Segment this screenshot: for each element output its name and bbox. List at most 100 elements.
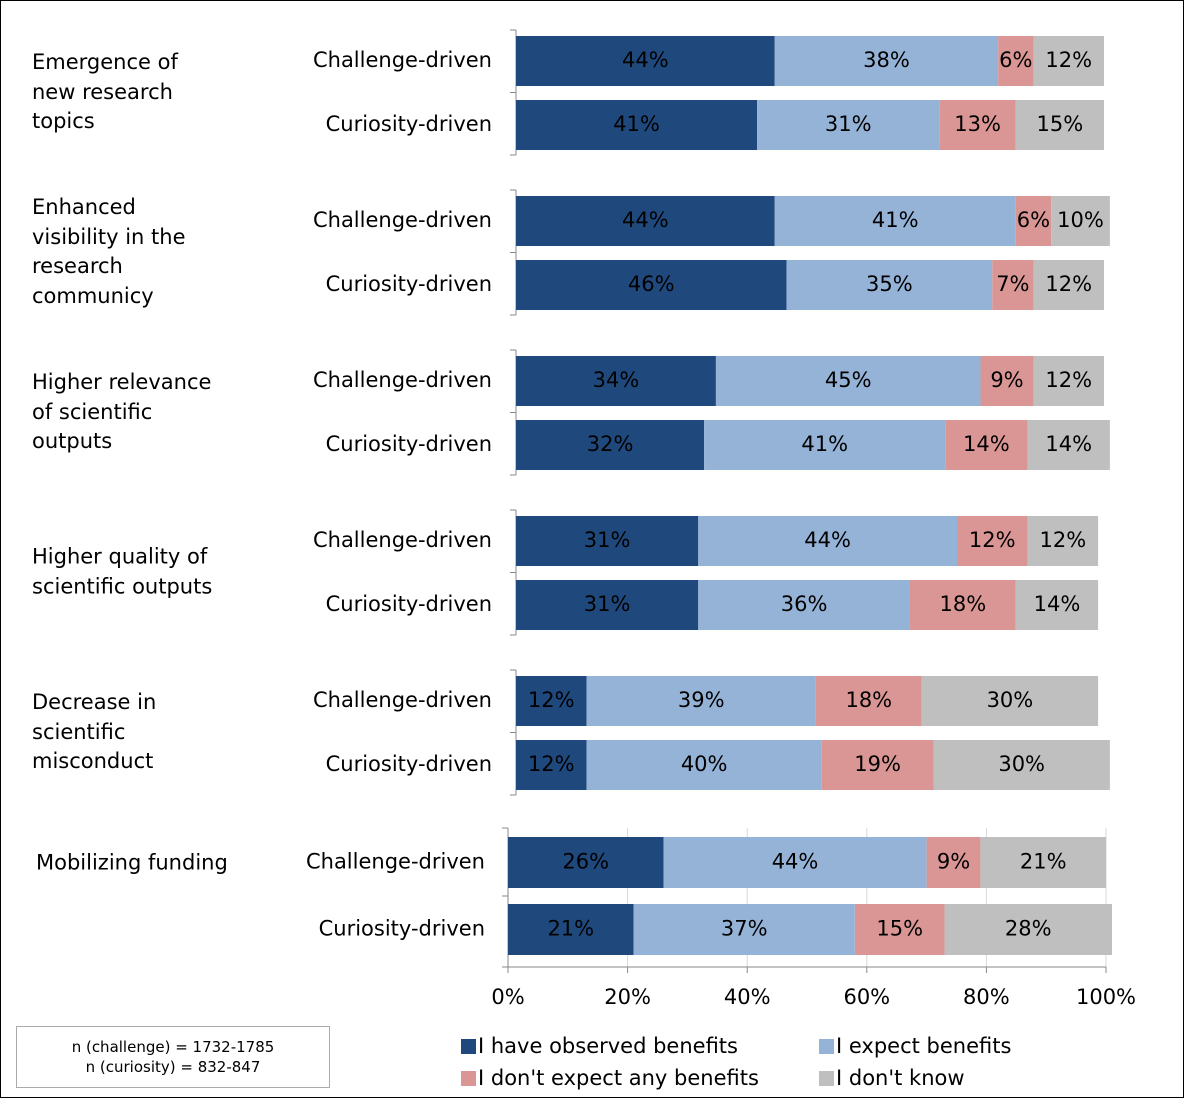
- bar-segment: [815, 676, 922, 726]
- category-label: Challenge-driven: [313, 368, 492, 392]
- value-label: 12%: [1039, 528, 1086, 552]
- bar-segment: [663, 837, 927, 888]
- value-label: 10%: [1057, 208, 1104, 232]
- bar-segment: [945, 420, 1028, 470]
- value-label: 40%: [681, 752, 728, 776]
- bar-segment: [516, 580, 699, 630]
- bar-segment: [944, 904, 1112, 955]
- bar-segment: [516, 676, 587, 726]
- value-label: 6%: [1017, 208, 1050, 232]
- bar-segment: [921, 676, 1099, 726]
- bar-segment: [633, 904, 855, 955]
- category-label: Curiosity-driven: [326, 272, 492, 296]
- bar-segment: [774, 196, 1016, 246]
- bar-segment: [854, 904, 945, 955]
- bar-segment: [957, 516, 1028, 566]
- value-label: 13%: [954, 112, 1001, 136]
- value-label: 37%: [721, 917, 768, 941]
- legend-swatch: [461, 1071, 476, 1086]
- value-label: 12%: [528, 688, 575, 712]
- value-label: 12%: [1045, 368, 1092, 392]
- bar-segment: [704, 420, 946, 470]
- group-label: Mobilizing funding: [36, 849, 228, 874]
- value-label: 9%: [937, 850, 970, 874]
- value-label: 46%: [628, 272, 675, 296]
- note-line: n (challenge) = 1732-1785: [71, 1038, 275, 1056]
- value-label: 39%: [678, 688, 725, 712]
- value-label: 30%: [987, 688, 1034, 712]
- value-label: 44%: [622, 48, 669, 72]
- value-label: 45%: [825, 368, 872, 392]
- category-label: Curiosity-driven: [326, 432, 492, 456]
- legend-label: I don't expect any benefits: [478, 1066, 759, 1090]
- value-label: 9%: [990, 368, 1023, 392]
- value-label: 19%: [854, 752, 901, 776]
- value-label: 32%: [587, 432, 634, 456]
- value-label: 15%: [876, 917, 923, 941]
- bar-segment: [516, 196, 775, 246]
- value-label: 12%: [528, 752, 575, 776]
- bar-segment: [586, 676, 816, 726]
- value-label: 18%: [845, 688, 892, 712]
- bar-segment: [516, 356, 716, 406]
- bar-segment: [516, 36, 775, 86]
- bar-segment: [1015, 580, 1099, 630]
- value-label: 35%: [866, 272, 913, 296]
- value-label: 30%: [998, 752, 1045, 776]
- bar-segment: [992, 260, 1034, 310]
- value-label: 26%: [562, 850, 609, 874]
- legend-label: I have observed benefits: [478, 1034, 738, 1058]
- bar-segment: [586, 740, 822, 790]
- value-label: 44%: [772, 850, 819, 874]
- bar-segment: [1015, 196, 1052, 246]
- bar-segment: [508, 837, 664, 888]
- value-label: 31%: [584, 592, 631, 616]
- legend-swatch: [461, 1039, 476, 1054]
- legend-swatch: [819, 1071, 834, 1086]
- category-label: Curiosity-driven: [326, 112, 492, 136]
- group-label: Higher quality of scientific outputs: [32, 544, 213, 599]
- bar-segment: [1027, 420, 1110, 470]
- bar-segment: [1033, 36, 1104, 86]
- value-label: 31%: [584, 528, 631, 552]
- group-label: Enhanced visibility in the research comm…: [32, 195, 186, 308]
- value-label: 41%: [613, 112, 660, 136]
- category-label: Curiosity-driven: [326, 592, 492, 616]
- bar-segment: [939, 100, 1016, 150]
- bar-segment: [926, 837, 981, 888]
- bar-segment: [516, 260, 787, 310]
- category-label: Challenge-driven: [313, 688, 492, 712]
- x-tick-label: 40%: [724, 985, 771, 1009]
- value-label: 12%: [1045, 272, 1092, 296]
- x-tick-label: 100%: [1076, 985, 1136, 1009]
- value-label: 6%: [999, 48, 1032, 72]
- bar-segment: [715, 356, 981, 406]
- bar-segment: [980, 837, 1106, 888]
- bar-segment: [998, 36, 1034, 86]
- bar-segment: [757, 100, 940, 150]
- value-label: 31%: [825, 112, 872, 136]
- value-label: 21%: [547, 917, 594, 941]
- value-label: 28%: [1005, 917, 1052, 941]
- category-label: Challenge-driven: [306, 850, 485, 874]
- value-label: 41%: [801, 432, 848, 456]
- bar-segment: [698, 516, 957, 566]
- value-label: 44%: [622, 208, 669, 232]
- legend-label: I don't know: [836, 1066, 965, 1090]
- group-label: Higher relevance of scientific outputs: [32, 369, 212, 453]
- category-label: Challenge-driven: [313, 528, 492, 552]
- value-label: 14%: [1034, 592, 1081, 616]
- value-label: 14%: [963, 432, 1010, 456]
- group-label: Emergence of new research topics: [32, 49, 178, 133]
- value-label: 44%: [804, 528, 851, 552]
- x-tick-label: 60%: [843, 985, 890, 1009]
- bar-segment: [1027, 516, 1099, 566]
- bar-segment: [1051, 196, 1110, 246]
- value-label: 21%: [1020, 850, 1067, 874]
- x-tick-label: 0%: [491, 985, 524, 1009]
- category-label: Challenge-driven: [313, 48, 492, 72]
- category-label: Challenge-driven: [313, 208, 492, 232]
- sample-note: n (challenge) = 1732-1785 n (curiosity) …: [16, 1026, 330, 1088]
